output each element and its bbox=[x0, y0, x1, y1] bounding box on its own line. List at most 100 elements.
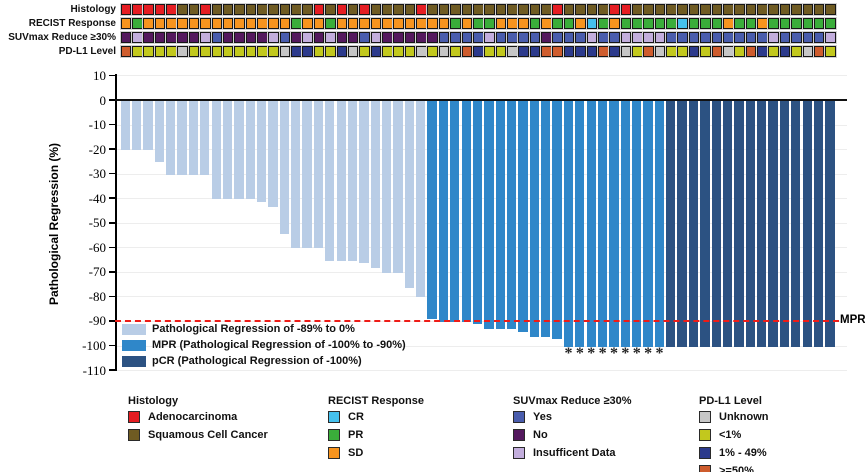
track-cell-pdl1 bbox=[688, 46, 700, 57]
track-cell-suvmax bbox=[722, 32, 734, 43]
legend-item-label: PR bbox=[348, 429, 364, 441]
bar-patient-61 bbox=[802, 101, 812, 347]
track-cell-histology bbox=[518, 4, 529, 15]
track-cell-histology bbox=[825, 4, 836, 15]
track-cell-recist bbox=[654, 18, 666, 29]
track-cell-pdl1 bbox=[791, 46, 802, 57]
track-cell-recist bbox=[688, 18, 700, 29]
gridline bbox=[115, 345, 847, 347]
y-tick-label: -10 bbox=[88, 117, 106, 133]
track-cell-histology bbox=[154, 4, 166, 15]
track-cell-histology bbox=[757, 4, 768, 15]
bar-patient-40 bbox=[563, 101, 574, 347]
track-cell-recist bbox=[154, 18, 166, 29]
track-cell-suvmax bbox=[518, 32, 529, 43]
track-cell-recist bbox=[302, 18, 314, 29]
significance-asterisk: * bbox=[587, 344, 596, 362]
track-cell-pdl1 bbox=[268, 46, 279, 57]
bar-patient-56 bbox=[745, 101, 755, 347]
track-cell-histology bbox=[381, 4, 393, 15]
legend-swatch bbox=[699, 447, 711, 459]
track-cell-recist bbox=[416, 18, 427, 29]
track-cell-histology bbox=[768, 4, 779, 15]
y-axis-title: Pathological Regression (%) bbox=[47, 142, 61, 305]
track-cell-recist bbox=[541, 18, 552, 29]
track-cell-suvmax bbox=[370, 32, 382, 43]
bar-patient-54 bbox=[722, 101, 733, 347]
track-cell-recist bbox=[609, 18, 620, 29]
track-cell-pdl1 bbox=[211, 46, 223, 57]
track-cell-pdl1 bbox=[643, 46, 654, 57]
track-cell-histology bbox=[734, 4, 745, 15]
track-cell-suvmax bbox=[234, 32, 245, 43]
track-cell-pdl1 bbox=[336, 46, 348, 57]
bar-patient-47 bbox=[643, 101, 653, 347]
y-tick-label: -60 bbox=[88, 239, 106, 255]
track-cell-recist bbox=[404, 18, 416, 29]
bar-patient-55 bbox=[734, 101, 744, 347]
track-cell-histology bbox=[268, 4, 279, 15]
y-tick-label: -20 bbox=[88, 141, 106, 157]
legend-group-title: Histology bbox=[128, 395, 179, 407]
legend-group-title: SUVmax Reduce ≥30% bbox=[513, 395, 632, 407]
bar-patient-28 bbox=[427, 101, 437, 320]
track-cell-recist bbox=[768, 18, 779, 29]
track-cell-histology bbox=[609, 4, 620, 15]
gridline bbox=[115, 75, 847, 77]
track-cell-recist bbox=[632, 18, 643, 29]
bar-patient-23 bbox=[370, 101, 380, 268]
track-cell-histology bbox=[654, 4, 666, 15]
track-cell-histology bbox=[188, 4, 200, 15]
y-axis-tick bbox=[109, 123, 115, 126]
track-cell-histology bbox=[450, 4, 461, 15]
track-cell-histology bbox=[393, 4, 404, 15]
track-cell-pdl1 bbox=[666, 46, 677, 57]
track-cell-pdl1 bbox=[438, 46, 450, 57]
legend-swatch bbox=[128, 411, 140, 423]
track-cell-histology bbox=[529, 4, 541, 15]
track-cell-pdl1 bbox=[416, 46, 427, 57]
bar-patient-12 bbox=[245, 101, 255, 200]
track-cell-pdl1 bbox=[143, 46, 154, 57]
track-cell-pdl1 bbox=[370, 46, 382, 57]
significance-asterisk: * bbox=[598, 344, 607, 362]
track-cell-pdl1 bbox=[325, 46, 336, 57]
track-cell-suvmax bbox=[745, 32, 757, 43]
y-axis-tick bbox=[109, 99, 115, 101]
track-cell-pdl1 bbox=[245, 46, 257, 57]
bar-patient-34 bbox=[495, 101, 505, 330]
legend-swatch-mpr bbox=[122, 340, 146, 351]
track-cell-recist bbox=[472, 18, 484, 29]
track-cell-histology bbox=[688, 4, 700, 15]
bar-patient-20 bbox=[336, 101, 346, 261]
track-cell-recist bbox=[722, 18, 734, 29]
track-cell-recist bbox=[518, 18, 529, 29]
track-cell-pdl1 bbox=[495, 46, 507, 57]
track-cell-suvmax bbox=[461, 32, 473, 43]
track-cell-pdl1 bbox=[291, 46, 302, 57]
track-cell-recist bbox=[336, 18, 348, 29]
track-cell-suvmax bbox=[472, 32, 484, 43]
bar-patient-11 bbox=[234, 101, 244, 200]
track-cell-suvmax bbox=[541, 32, 552, 43]
bar-patient-22 bbox=[359, 101, 369, 264]
track-cell-histology bbox=[495, 4, 507, 15]
track-cell-suvmax bbox=[484, 32, 495, 43]
bar-patient-58 bbox=[768, 101, 778, 347]
track-cell-histology bbox=[813, 4, 825, 15]
bar-patient-3 bbox=[143, 101, 153, 151]
track-cell-suvmax bbox=[313, 32, 325, 43]
track-cell-pdl1 bbox=[654, 46, 666, 57]
bar-patient-50 bbox=[677, 101, 687, 347]
bar-patient-57 bbox=[757, 101, 767, 347]
track-cell-histology bbox=[416, 4, 427, 15]
track-cell-recist bbox=[802, 18, 814, 29]
track-cell-pdl1 bbox=[393, 46, 404, 57]
y-axis-tick bbox=[109, 271, 115, 273]
track-cell-recist bbox=[666, 18, 677, 29]
legend-item-label: Yes bbox=[533, 411, 552, 423]
track-cell-histology bbox=[404, 4, 416, 15]
track-cell-histology bbox=[347, 4, 359, 15]
track-cell-pdl1 bbox=[120, 46, 132, 57]
track-cell-recist bbox=[700, 18, 711, 29]
